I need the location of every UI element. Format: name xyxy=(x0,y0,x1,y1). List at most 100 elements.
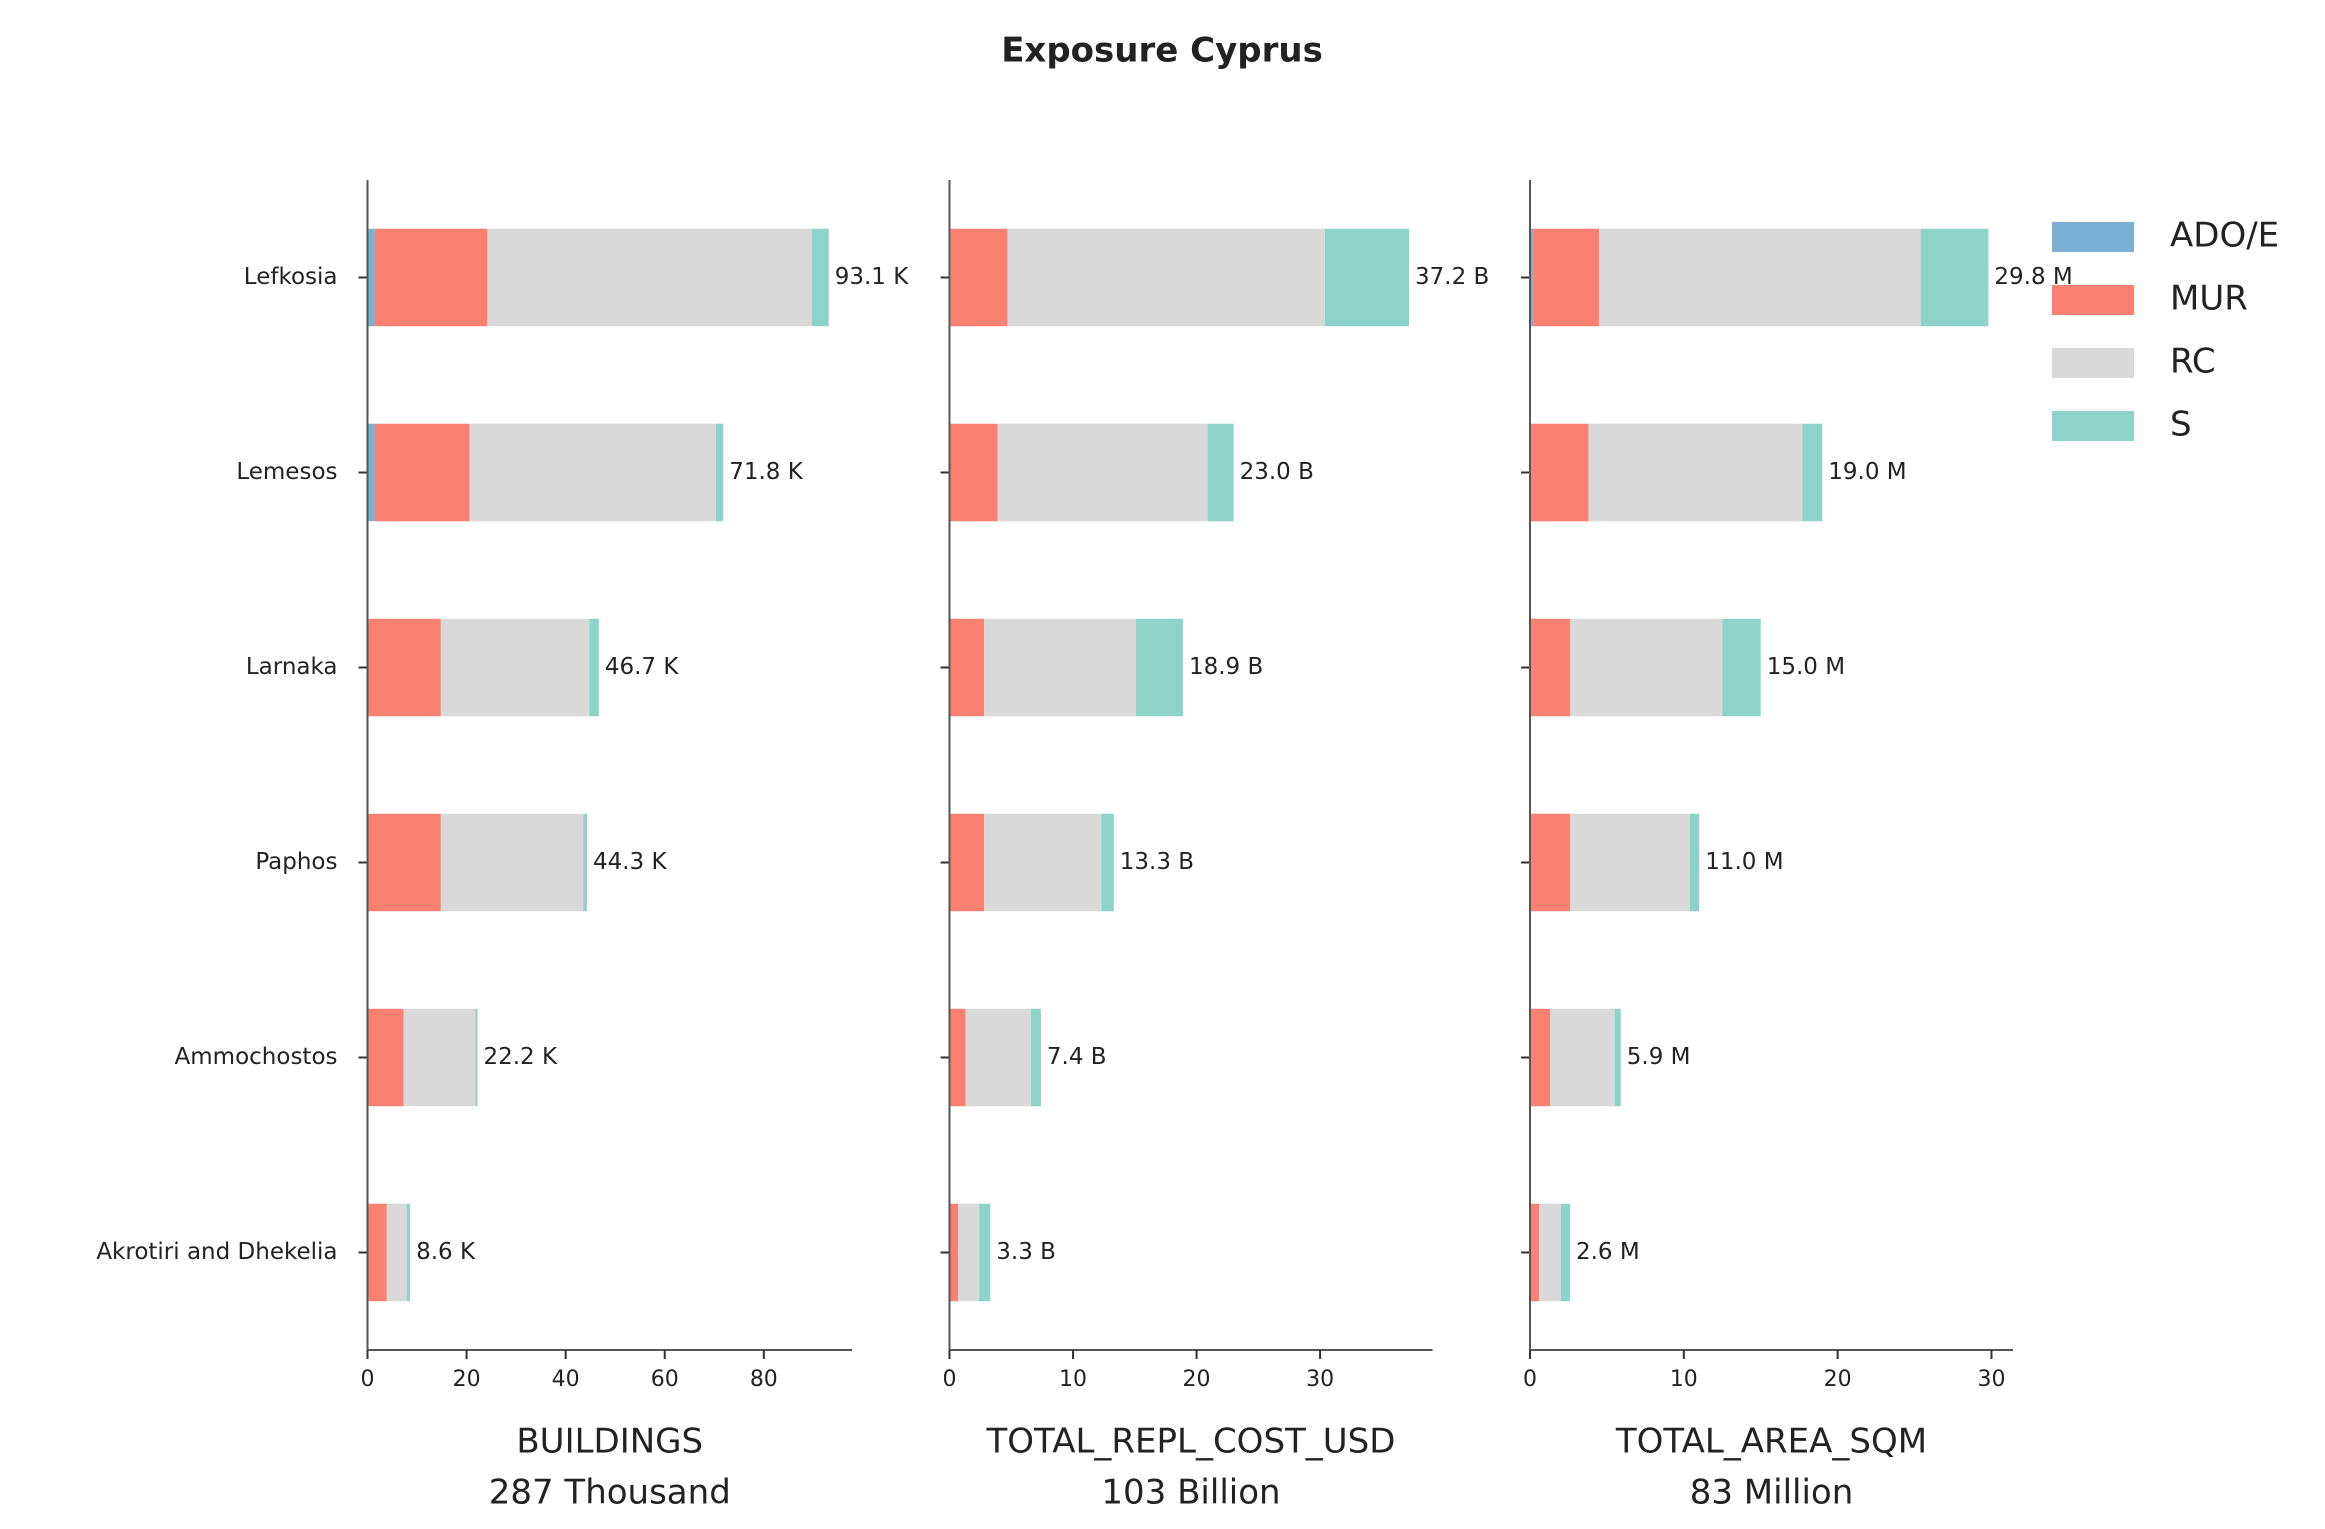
y-tick-label: Lemesos xyxy=(236,459,337,485)
x-axis-sublabel: 103 Billion xyxy=(1101,1473,1280,1513)
bar-segment xyxy=(1539,1203,1561,1302)
bar-segment xyxy=(440,813,584,912)
bar-segment xyxy=(1802,423,1823,522)
y-tick-label: Paphos xyxy=(255,849,337,875)
total-label: 22.2 K xyxy=(483,1044,558,1070)
y-tick-label: Akrotiri and Dhekelia xyxy=(96,1239,337,1265)
bar-segment xyxy=(1530,1203,1540,1302)
x-tick-label: 30 xyxy=(1306,1367,1334,1392)
bar-segment xyxy=(487,228,812,327)
x-axis-label: TOTAL_REPL_COST_USD xyxy=(986,1422,1396,1462)
y-tick-label: Ammochostos xyxy=(175,1044,338,1070)
total-label: 2.6 M xyxy=(1576,1239,1640,1265)
bar-segment xyxy=(589,618,599,717)
bar-segment xyxy=(1588,423,1803,522)
bar-segment xyxy=(386,1203,407,1302)
bar-segment xyxy=(1530,618,1570,717)
bar-segment xyxy=(1031,1008,1041,1107)
bar-segment xyxy=(1530,1008,1550,1107)
legend-label: ADO/E xyxy=(2170,216,2279,256)
bar-segment xyxy=(403,1008,476,1107)
bar-segment xyxy=(1920,228,1989,327)
bar-segment xyxy=(1569,813,1690,912)
total-label: 18.9 B xyxy=(1189,654,1263,680)
bar-segment xyxy=(1325,228,1410,327)
legend-swatch xyxy=(2052,411,2134,441)
legend-swatch xyxy=(2052,348,2134,378)
bar-segment xyxy=(1007,228,1326,327)
total-label: 15.0 M xyxy=(1767,654,1845,680)
bar-segment xyxy=(406,1203,411,1302)
bar-segment xyxy=(367,1008,404,1107)
bar-segment xyxy=(1530,228,1534,327)
x-tick-label: 60 xyxy=(651,1367,679,1392)
bar-segment xyxy=(949,618,985,717)
total-label: 23.0 B xyxy=(1240,459,1314,485)
bar-segment xyxy=(949,1203,959,1302)
bar-segment xyxy=(1530,813,1570,912)
total-label: 13.3 B xyxy=(1120,849,1194,875)
bar-segment xyxy=(1599,228,1921,327)
x-axis-sublabel: 287 Thousand xyxy=(489,1473,731,1513)
legend-swatch xyxy=(2052,222,2134,252)
y-tick-label: Lefkosia xyxy=(244,264,338,290)
total-label: 93.1 K xyxy=(835,264,910,290)
bar-segment xyxy=(475,1008,478,1107)
total-label: 7.4 B xyxy=(1047,1044,1107,1070)
bar-segment xyxy=(997,423,1208,522)
bar-segment xyxy=(1549,1008,1615,1107)
x-tick-label: 20 xyxy=(1824,1367,1852,1392)
x-axis-sublabel: 83 Million xyxy=(1690,1473,1854,1513)
total-label: 46.7 K xyxy=(605,654,680,680)
x-tick-label: 80 xyxy=(750,1367,778,1392)
x-tick-label: 0 xyxy=(1523,1367,1537,1392)
bar-segment xyxy=(1207,423,1234,522)
bar-segment xyxy=(367,813,441,912)
bar-segment xyxy=(1689,813,1700,912)
x-tick-label: 20 xyxy=(1183,1367,1211,1392)
bar-segment xyxy=(979,1203,991,1302)
total-label: 3.3 B xyxy=(996,1239,1056,1265)
x-axis-label: TOTAL_AREA_SQM xyxy=(1615,1422,1927,1462)
bar-segment xyxy=(367,228,375,327)
chart-title: Exposure Cyprus xyxy=(1001,31,1323,71)
bar-segment xyxy=(469,423,716,522)
x-tick-label: 10 xyxy=(1670,1367,1698,1392)
bar-segment xyxy=(984,813,1102,912)
total-label: 5.9 M xyxy=(1627,1044,1691,1070)
total-label: 44.3 K xyxy=(593,849,668,875)
x-axis-label: BUILDINGS xyxy=(516,1422,703,1462)
total-label: 71.8 K xyxy=(729,459,804,485)
legend-label: S xyxy=(2170,405,2192,445)
x-tick-label: 0 xyxy=(361,1367,375,1392)
bar-segment xyxy=(367,423,375,522)
legend-label: RC xyxy=(2170,342,2216,382)
x-tick-label: 10 xyxy=(1059,1367,1087,1392)
x-tick-label: 0 xyxy=(943,1367,957,1392)
legend-label: MUR xyxy=(2170,279,2248,319)
legend-swatch xyxy=(2052,285,2134,315)
x-tick-label: 40 xyxy=(552,1367,580,1392)
bar-segment xyxy=(949,423,998,522)
total-label: 19.0 M xyxy=(1828,459,1906,485)
total-label: 11.0 M xyxy=(1705,849,1783,875)
bar-segment xyxy=(958,1203,980,1302)
bar-segment xyxy=(1569,618,1723,717)
bar-segment xyxy=(1560,1203,1570,1302)
total-label: 37.2 B xyxy=(1415,264,1489,290)
bar-segment xyxy=(949,813,985,912)
bar-segment xyxy=(440,618,590,717)
bar-segment xyxy=(374,228,488,327)
y-tick-label: Larnaka xyxy=(246,654,338,680)
bar-segment xyxy=(1722,618,1761,717)
bar-segment xyxy=(367,1203,387,1302)
bar-segment xyxy=(949,1008,966,1107)
bar-segment xyxy=(368,618,441,717)
bar-segment xyxy=(1614,1008,1621,1107)
bar-segment xyxy=(950,228,1008,327)
bar-segment xyxy=(715,423,724,522)
x-tick-label: 20 xyxy=(453,1367,481,1392)
bar-segment xyxy=(1136,618,1183,717)
bar-segment xyxy=(984,618,1137,717)
